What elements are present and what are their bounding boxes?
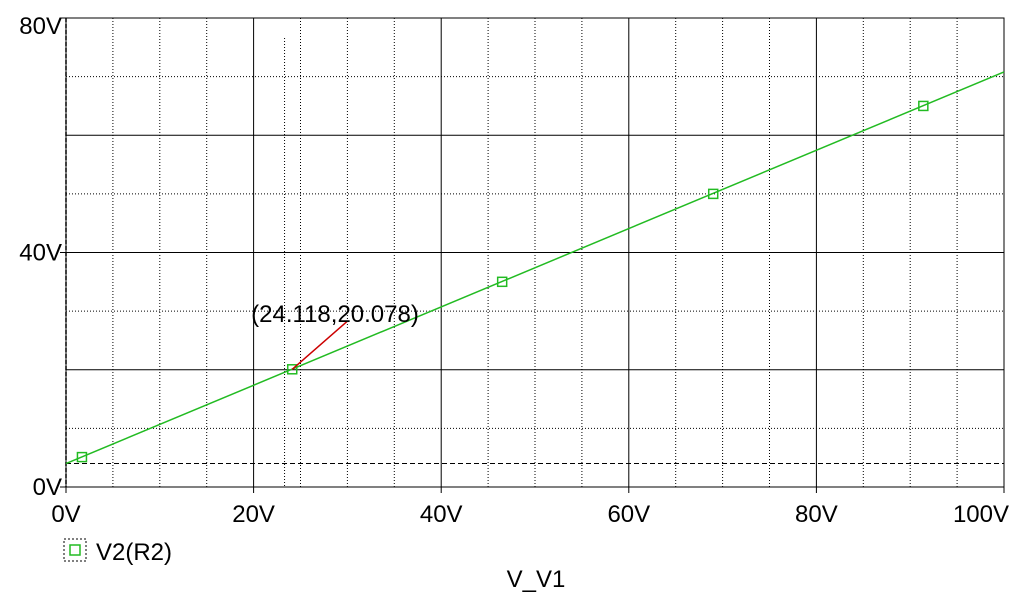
- data-point: [286, 364, 298, 375]
- data-point: [918, 100, 929, 112]
- x-tick-label: 40V: [420, 501, 463, 528]
- y-tick-label: 40V: [19, 240, 62, 267]
- annotation-leader: [291, 320, 348, 370]
- legend-label: V2(R2): [96, 539, 172, 566]
- x-tick-label: 80V: [795, 501, 838, 528]
- major-grid: [66, 18, 1004, 487]
- x-tick-label: 60V: [607, 501, 650, 528]
- y-axis: [60, 17, 1005, 493]
- series-group: [65, 71, 1005, 465]
- legend: V2(R2): [63, 538, 172, 566]
- data-point: [707, 188, 719, 200]
- series-line: [65, 71, 1005, 465]
- legend-box: [63, 538, 87, 562]
- x-tick-label: 100V: [953, 501, 1009, 528]
- y-tick-labels: 0V 40V 80V: [19, 13, 62, 501]
- y-tick-label: 80V: [19, 13, 62, 40]
- x-tick-labels: 0V 20V 40V 60V 80V 100V: [51, 501, 1009, 528]
- x-tick-label: 20V: [232, 501, 275, 528]
- x-axis-label: V_V1: [507, 566, 566, 592]
- legend-square-icon: [69, 544, 81, 556]
- data-point: [76, 451, 88, 463]
- annotation-group: (24.118,20.078): [251, 301, 419, 370]
- annotation-label: (24.118,20.078): [251, 301, 419, 328]
- data-point: [496, 276, 508, 288]
- x-tick-label: 0V: [51, 501, 80, 528]
- y-tick-label: 0V: [33, 474, 62, 501]
